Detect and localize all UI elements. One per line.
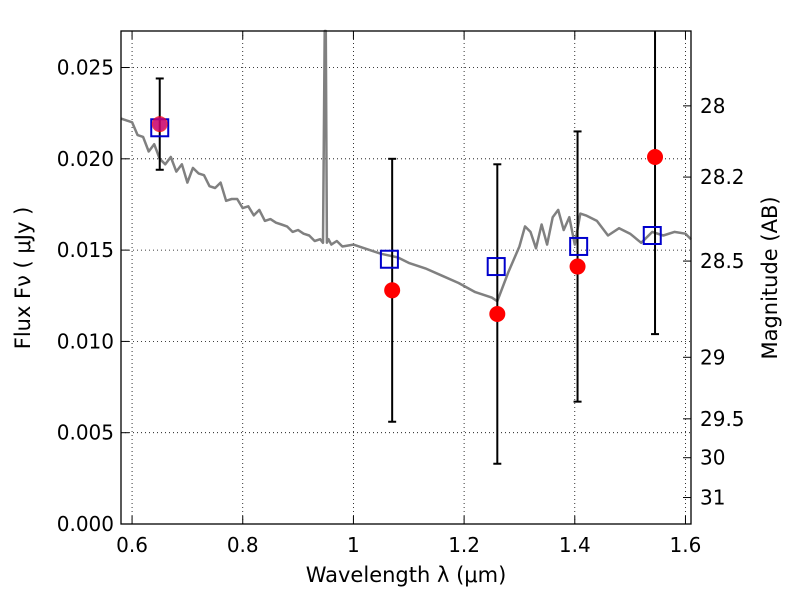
y-tick-label: 0.020 <box>57 147 114 171</box>
observed-point <box>489 306 506 323</box>
model-photometry-marker <box>486 257 506 277</box>
y-tick-label: 0.010 <box>57 329 114 353</box>
gridlines <box>121 31 691 525</box>
y-tick-label: 0.025 <box>57 56 114 80</box>
y-axis-label: Flux Fν ( μJy ) <box>11 207 35 350</box>
y2-tick-label: 29 <box>700 345 725 369</box>
overlap-marker <box>152 117 167 132</box>
x-tick-label: 0.6 <box>116 533 148 557</box>
observed-point <box>647 148 664 165</box>
observed-point <box>151 116 168 133</box>
y-tick-label: 0.000 <box>57 512 114 536</box>
y2-tick-label: 28 <box>700 94 725 118</box>
y-tick-label: 0.015 <box>57 238 114 262</box>
ticks: 0.6 0.8 1 1.2 1.4 1.6 0.000 0.005 0.010 0.015 0.02… <box>57 31 745 557</box>
plot-frame <box>120 30 692 525</box>
model-photometry-marker <box>379 249 399 269</box>
x-tick-label: 0.8 <box>227 533 259 557</box>
model-sed-line <box>120 29 692 303</box>
y2-tick-label: 28.2 <box>700 165 745 189</box>
y-tick-label: 0.005 <box>57 421 114 445</box>
observed-point <box>569 258 586 275</box>
data-layer <box>120 29 692 465</box>
y2-tick-label: 29.5 <box>700 407 745 431</box>
model-photometry-marker <box>642 226 662 246</box>
y2-tick-label: 30 <box>700 446 725 470</box>
x-axis-label: Wavelength λ (μm) <box>306 563 507 587</box>
x-tick-label: 1.6 <box>670 533 702 557</box>
y2-tick-label: 31 <box>700 486 725 510</box>
observed-point <box>384 282 401 299</box>
y2-axis-label: Magnitude (AB) <box>758 196 782 359</box>
model-photometry-marker <box>569 236 589 256</box>
x-tick-label: 1.4 <box>559 533 591 557</box>
x-tick-label: 1 <box>347 533 360 557</box>
y2-tick-label: 28.5 <box>700 249 745 273</box>
x-tick-label: 1.2 <box>448 533 480 557</box>
